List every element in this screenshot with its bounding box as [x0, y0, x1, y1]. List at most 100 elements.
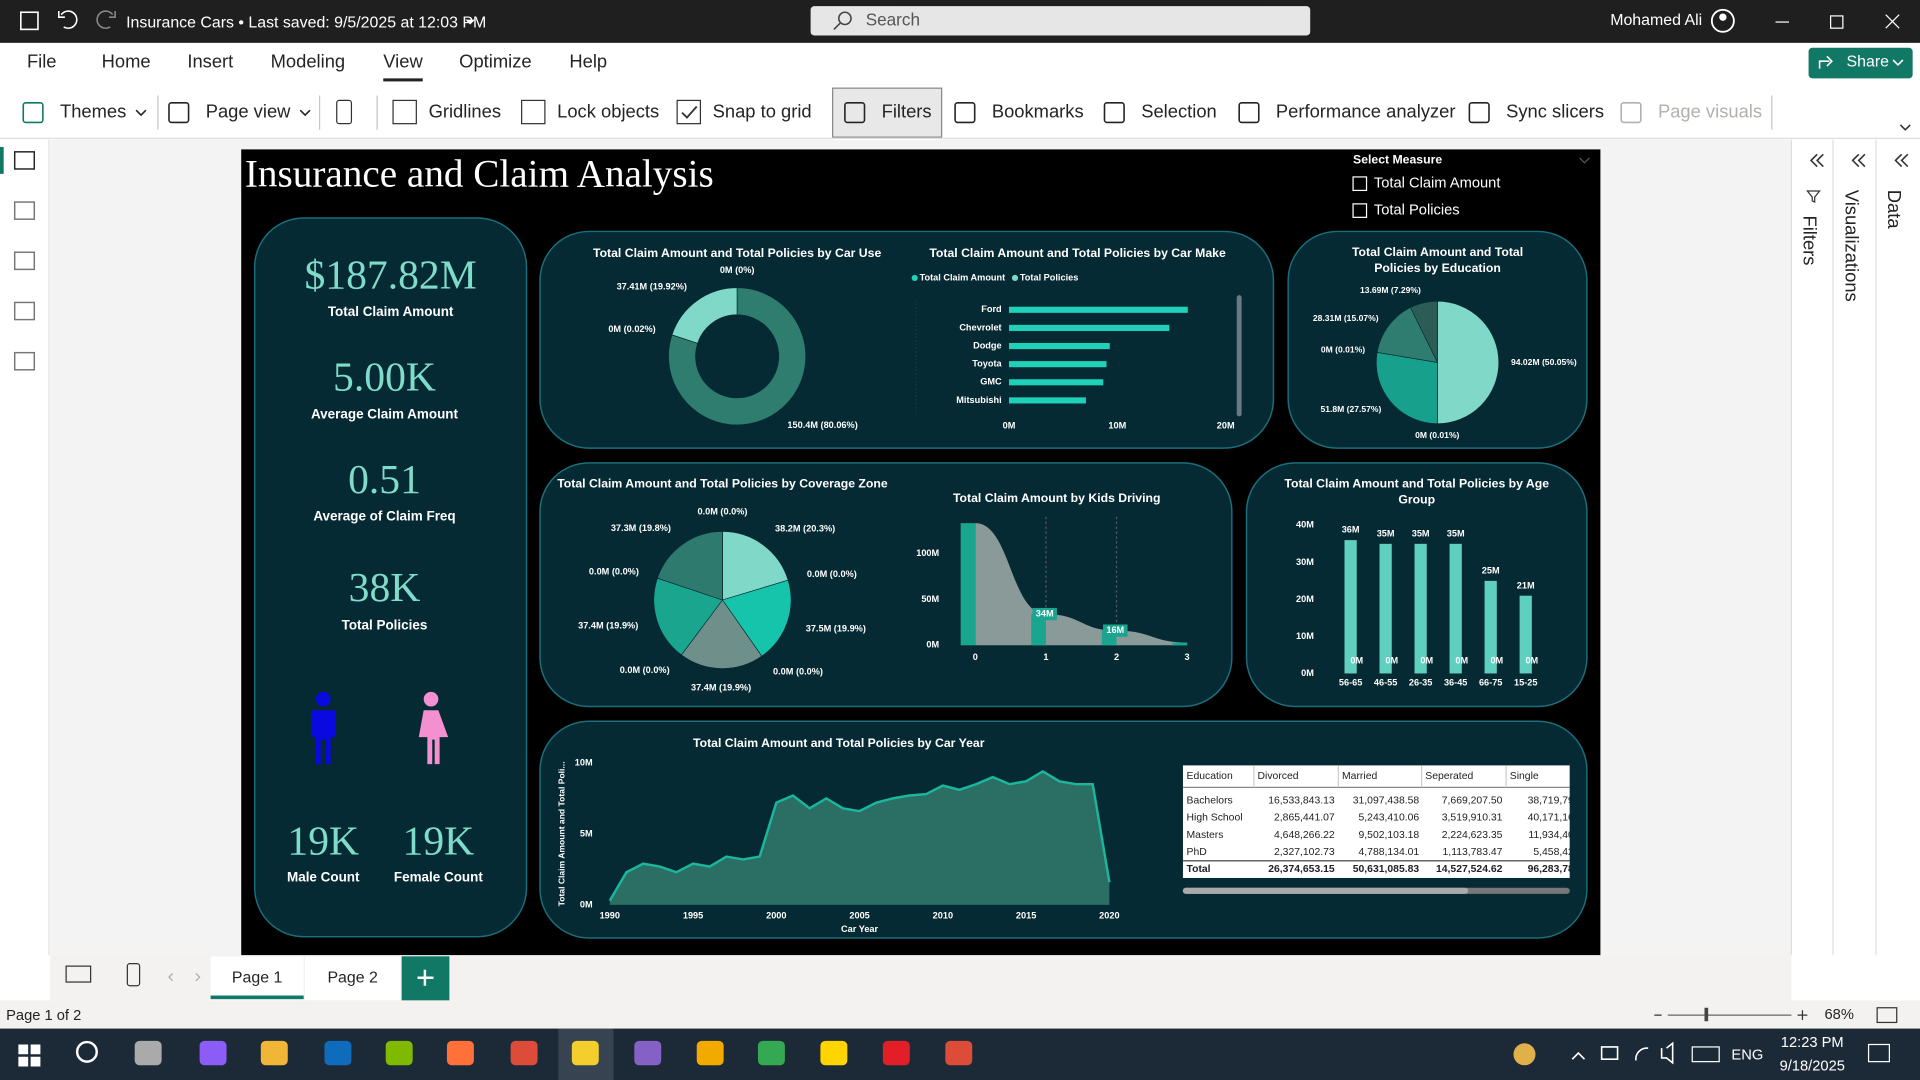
chart-title: Total Claim Amount and Total Policies by…: [1284, 477, 1550, 507]
redo-icon[interactable]: [96, 10, 116, 30]
page-tab[interactable]: Page 1: [232, 970, 283, 987]
zoom-thumb[interactable]: [1704, 1007, 1709, 1022]
fit-page[interactable]: [1876, 1007, 1898, 1024]
table-cell: PhD: [1187, 847, 1207, 858]
ribbon-item[interactable]: Selection: [1141, 100, 1217, 121]
pane-title[interactable]: Filters: [1800, 216, 1821, 266]
menu-item[interactable]: Modeling: [271, 50, 346, 71]
ribbon-item[interactable]: Lock objects: [557, 100, 659, 121]
slicer-chevron[interactable]: [1579, 157, 1590, 164]
menu-item[interactable]: Help: [569, 50, 607, 71]
start-button[interactable]: [18, 1044, 41, 1067]
ribbon-item[interactable]: Performance analyzer: [1276, 100, 1456, 121]
slicer-checkbox[interactable]: [1352, 203, 1368, 218]
x-tick-label: 2010: [933, 910, 953, 920]
ribbon-collapse[interactable]: [1899, 124, 1911, 131]
checkbox[interactable]: [521, 99, 546, 125]
slicer-checkbox[interactable]: [1352, 176, 1368, 192]
notifications[interactable]: [1867, 1043, 1890, 1063]
pane-title[interactable]: Visualizations: [1841, 190, 1862, 302]
taskbar-app[interactable]: [510, 1040, 538, 1066]
taskbar-app[interactable]: [199, 1040, 227, 1066]
x-tick-label: 46-55: [1374, 678, 1397, 688]
nav-active: [0, 146, 4, 174]
taskbar-app[interactable]: [757, 1040, 785, 1066]
ribbon-item[interactable]: Sync slicers: [1506, 100, 1604, 121]
slicer-option[interactable]: Total Policies: [1374, 202, 1460, 218]
ribbon-item[interactable]: Gridlines: [429, 100, 501, 121]
taskbar-app[interactable]: [945, 1040, 973, 1066]
table-scroll-thumb[interactable]: [1182, 887, 1469, 894]
taskbar-app[interactable]: [385, 1040, 413, 1066]
pane-expand[interactable]: [1894, 153, 1909, 168]
taskbar-search[interactable]: [75, 1040, 98, 1063]
menu-item[interactable]: Insert: [187, 50, 233, 71]
zoom-buttons[interactable]: [1654, 1010, 1808, 1020]
ribbon-item[interactable]: Page view: [206, 100, 291, 121]
bar: [1008, 361, 1107, 368]
taskbar-app[interactable]: [696, 1040, 724, 1066]
slicer-option[interactable]: Total Claim Amount: [1374, 176, 1501, 192]
nav-icon[interactable]: [13, 251, 36, 271]
taskbar-app[interactable]: [820, 1040, 848, 1066]
table: Education Divorced Married Seperated Single B…: [1182, 765, 1570, 878]
taskbar-app[interactable]: [446, 1040, 474, 1066]
maximize[interactable]: [1830, 15, 1844, 29]
undo-icon[interactable]: [57, 10, 78, 30]
ribbon-item[interactable]: Themes: [60, 100, 126, 121]
save-icon[interactable]: [20, 11, 39, 31]
taskbar-app[interactable]: [134, 1040, 162, 1066]
y-tick-label: 0M: [1301, 668, 1314, 678]
ribbon-icon: [1238, 102, 1260, 124]
data-label: 0.0M (0.0%): [773, 667, 823, 677]
share-button[interactable]: [1808, 47, 1913, 79]
menu-item[interactable]: File: [27, 50, 57, 71]
chart-title-box: Total Claim Amount and Total Policies by…: [593, 247, 881, 260]
kpi-value: 5.00K: [333, 354, 436, 400]
menu-item[interactable]: View: [383, 50, 423, 71]
ribbon-item[interactable]: Filters: [882, 100, 932, 121]
pane-title[interactable]: Data: [1884, 190, 1905, 230]
mobile-layout-icon[interactable]: [336, 99, 353, 125]
legend-marker: [911, 274, 918, 282]
filters-selected: [832, 87, 943, 138]
checkbox[interactable]: [676, 99, 702, 125]
desktop-view[interactable]: [65, 965, 92, 983]
taskbar-app[interactable]: [882, 1040, 910, 1066]
taskbar-app[interactable]: [324, 1040, 352, 1066]
bar: [1008, 306, 1188, 313]
taskbar-app[interactable]: [571, 1040, 599, 1066]
y-tick-label: 100M: [916, 548, 939, 558]
taskbar-app[interactable]: [260, 1040, 288, 1066]
pie-slice: [722, 531, 789, 601]
taskbar-app[interactable]: [634, 1040, 662, 1066]
nav-icon[interactable]: [13, 201, 36, 220]
ribbon-item[interactable]: Page visuals: [1658, 100, 1762, 121]
nav-icon[interactable]: [13, 151, 36, 170]
mobile-view[interactable]: [126, 963, 141, 987]
data-label: 34M: [1036, 609, 1054, 619]
close[interactable]: [1885, 14, 1900, 29]
title-dropdown[interactable]: [465, 19, 476, 25]
menu-item[interactable]: Home: [102, 50, 151, 71]
scrollbar[interactable]: [1236, 295, 1242, 417]
bar: [1031, 614, 1046, 646]
avatar[interactable]: [1710, 8, 1735, 33]
nav-icon[interactable]: [13, 301, 36, 321]
nav-icon[interactable]: [13, 351, 36, 371]
search-box[interactable]: [810, 6, 1311, 36]
category-label: Dodge: [973, 340, 1002, 350]
pane-expand[interactable]: [1851, 153, 1866, 168]
data-label: 37.41M (19.92%): [617, 281, 687, 291]
tab-scroll[interactable]: [168, 973, 201, 982]
pane-expand[interactable]: [1809, 153, 1824, 168]
menu-underline: [383, 78, 423, 82]
page-tab[interactable]: Page 2: [327, 970, 378, 987]
checkbox[interactable]: [392, 99, 417, 125]
ribbon-item[interactable]: Snap to grid: [713, 100, 812, 121]
menu-item[interactable]: Optimize: [459, 50, 531, 71]
ribbon-item[interactable]: Bookmarks: [992, 100, 1084, 121]
active-tab-underline: [210, 995, 304, 1000]
